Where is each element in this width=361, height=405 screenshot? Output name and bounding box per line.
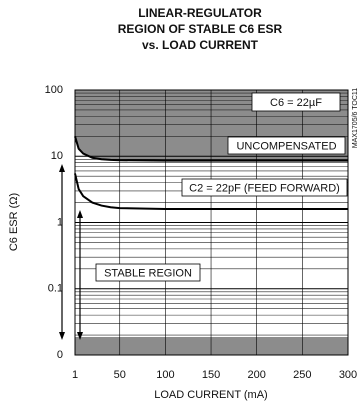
x-tick-label: 150 [202,369,220,381]
arrow-head [77,332,83,340]
series-label-box [227,136,346,155]
x-tick-label: 100 [156,369,174,381]
chart-title: REGION OF STABLE C6 ESR [118,22,283,36]
series-line [74,173,348,210]
y-tick-label: 0 [57,349,63,361]
chart-title: LINEAR-REGULATOR [138,6,262,20]
series-label-box [181,178,348,197]
x-axis-label: LOAD CURRENT (mA) [154,389,267,401]
unstable-band [75,337,348,355]
series-line [74,136,348,162]
x-tick-label: 250 [293,369,311,381]
plot-frame [74,89,349,356]
arrow-head [77,210,83,218]
annotation-box [251,92,341,112]
annotation-box [95,263,201,282]
y-tick-label: 0.1 [48,283,63,295]
y-tick-label: 1 [57,216,63,228]
annotation: C6 = 22µF [270,97,322,109]
series-label: UNCOMPENSATED [236,140,336,152]
arrow-head [59,164,65,172]
chart-title: vs. LOAD CURRENT [142,38,259,52]
side-note: MAX1705/6 TOC11 [352,88,359,148]
x-tick-label: 1 [72,369,78,381]
x-tick-label: 200 [248,369,266,381]
x-tick-label: 300 [339,369,357,381]
x-tick-label: 50 [114,369,126,381]
arrow-head [59,332,65,340]
series-label: C2 = 22pF (FEED FORWARD) [189,182,340,194]
y-tick-label: 100 [45,84,63,96]
y-axis-label: C6 ESR (Ω) [8,193,20,251]
y-tick-label: 10 [51,150,63,162]
annotation: STABLE REGION [104,267,192,279]
